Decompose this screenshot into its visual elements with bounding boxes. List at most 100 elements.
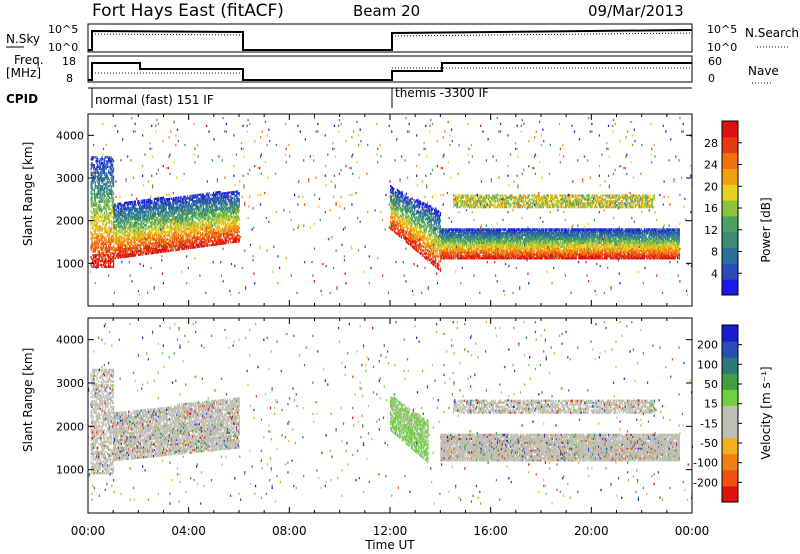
scatter-cell: [92, 193, 93, 195]
scatter-cell: [113, 175, 114, 177]
freq-label: Freq.: [14, 53, 44, 67]
scatter-cell: [146, 253, 147, 255]
scatter-cell: [113, 193, 114, 195]
scatter-cell: [113, 232, 114, 234]
scatter-cell: [110, 266, 111, 268]
scatter-cell: [91, 227, 92, 229]
date-title: 09/Mar/2013: [588, 2, 684, 20]
scatter-cell: [113, 217, 114, 219]
scatter-cell: [113, 214, 114, 216]
scatter-cell: [170, 238, 171, 240]
scatter-cell: [158, 228, 159, 230]
scatter-cell: [135, 241, 136, 243]
scatter-cell: [95, 175, 96, 177]
scatter-cell: [94, 164, 95, 166]
noise-right-tick-bottom: 10^0: [707, 41, 737, 54]
scatter-cell: [125, 211, 126, 213]
scatter-cell: [109, 200, 110, 202]
scatter-cell: [102, 158, 103, 160]
scatter-cell: [131, 241, 132, 243]
scatter-cell: [148, 210, 149, 212]
nave-label: Nave: [748, 64, 779, 78]
scatter-cell: [135, 254, 136, 256]
scatter-cell: [106, 266, 107, 268]
scatter-cell: [124, 221, 125, 223]
scatter-cell: [171, 226, 172, 228]
noise-left-tick-bottom: 10^0: [48, 41, 78, 54]
scatter-cell: [153, 229, 154, 231]
scatter-cell: [125, 244, 126, 246]
scatter-cell: [155, 211, 156, 213]
scatter-cell: [96, 202, 97, 204]
cpid-label: CPID: [6, 92, 38, 106]
noise-right-tick-top: 10^5: [707, 23, 737, 36]
scatter-cell: [167, 238, 168, 240]
scatter-cell: [99, 250, 100, 252]
cpid-mode-themis: themis -3300 IF: [395, 86, 489, 100]
cpid-panel: CPID normal (fast) 151 IF themis -3300 I…: [6, 86, 692, 108]
scatter-cell: [95, 156, 96, 158]
scatter-cell: [170, 201, 171, 203]
scatter-cell: [128, 242, 129, 244]
scatter-cell: [132, 201, 133, 203]
scatter-cell: [130, 234, 131, 236]
scatter-cell: [168, 250, 169, 252]
scatter-cell: [114, 253, 115, 255]
scatter-cell: [111, 222, 112, 224]
scatter-cell: [113, 160, 114, 162]
scatter-cell: [102, 227, 103, 229]
cpid-mode-normal: normal (fast) 151 IF: [95, 93, 214, 107]
noise-right-label: N.Search: [745, 26, 799, 40]
scatter-cell: [169, 198, 170, 200]
scatter-cell: [147, 222, 148, 224]
scatter-cell: [91, 231, 92, 233]
scatter-cell: [135, 200, 136, 202]
scatter-cell: [102, 214, 103, 216]
scatter-cell: [95, 233, 96, 235]
scatter-cell: [95, 181, 96, 183]
nave-tick-top: 60: [708, 55, 722, 68]
power-scatter-marks: [90, 117, 693, 296]
scatter-cell: [143, 251, 144, 253]
freq-tick-bottom: 8: [66, 72, 73, 85]
scatter-cell: [141, 221, 142, 223]
scatter-cell: [97, 158, 98, 160]
scatter-cell: [101, 264, 102, 266]
scatter-cell: [168, 221, 169, 223]
scatter-cell: [116, 249, 117, 251]
scatter-cell: [156, 226, 157, 228]
scatter-cell: [103, 223, 104, 225]
nave-tick-bottom: 0: [708, 72, 715, 85]
station-title: Fort Hays East (fitACF): [92, 1, 284, 21]
scatter-cell: [151, 200, 152, 202]
scatter-cell: [143, 226, 144, 228]
noise-panel: N.Sky 10^5 10^0 10^5 10^0 N.Search: [6, 23, 799, 54]
scatter-cell: [112, 246, 113, 248]
scatter-cell: [93, 156, 94, 158]
scatter-cell: [110, 208, 111, 210]
scatter-cell: [109, 197, 110, 199]
scatter-cell: [173, 249, 174, 251]
figure: Fort Hays East (fitACF) Beam 20 09/Mar/2…: [0, 0, 800, 554]
scatter-cell: [157, 217, 158, 219]
scatter-cell: [92, 187, 93, 189]
scatter-cell: [112, 164, 113, 166]
scatter-cell: [170, 222, 171, 224]
scatter-cell: [144, 199, 145, 201]
scatter-cell: [91, 216, 92, 218]
scatter-cell: [165, 227, 166, 229]
scatter-cell: [113, 168, 114, 170]
scatter-cell: [141, 248, 142, 250]
scatter-cell: [105, 258, 106, 260]
freq-panel: Freq. [MHz] 18 8 60 0 Nave: [6, 53, 779, 85]
scatter-cell: [99, 220, 100, 222]
scatter-cell: [113, 229, 114, 231]
scatter-cell: [92, 233, 93, 235]
beam-title: Beam 20: [353, 2, 420, 20]
noise-left-label: N.Sky: [6, 32, 40, 46]
freq-tick-top: 18: [62, 55, 76, 68]
scatter-cell: [113, 244, 114, 246]
scatter-cell: [168, 227, 169, 229]
scatter-cell: [98, 235, 99, 237]
